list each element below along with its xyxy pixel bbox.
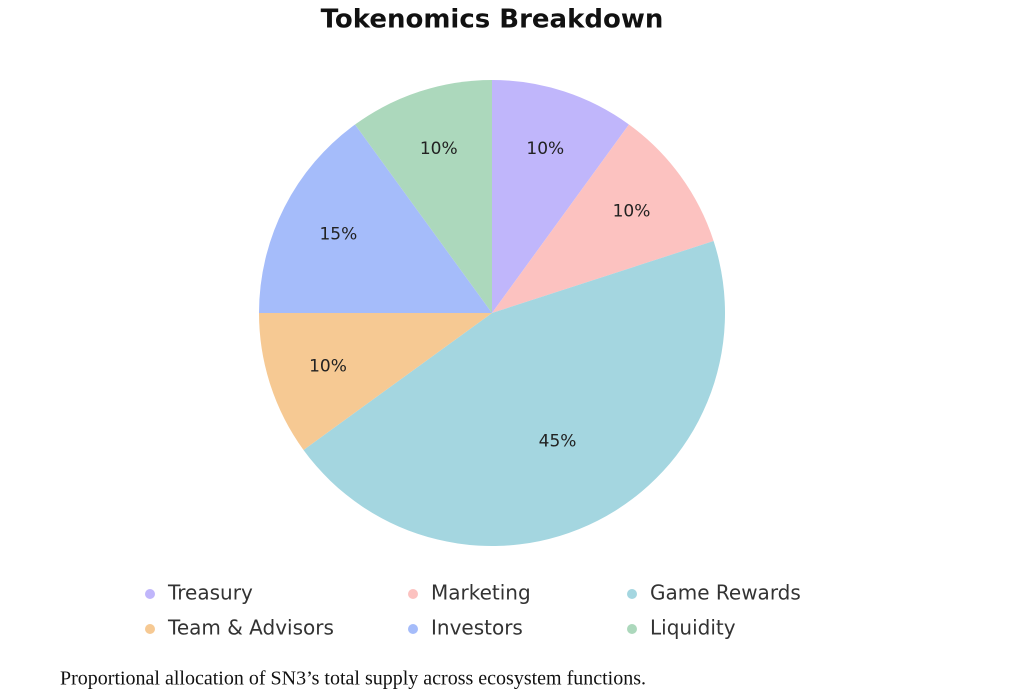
data-label: 10% (613, 202, 651, 222)
pie-slice (259, 313, 492, 450)
legend-label: Treasury (167, 581, 253, 605)
data-label: 45% (539, 432, 577, 452)
legend-marker (408, 624, 418, 634)
legend-label: Team & Advisors (167, 616, 334, 640)
pie-slice (492, 80, 629, 313)
data-label: 10% (309, 356, 347, 376)
chart-title: Tokenomics Breakdown (321, 5, 664, 35)
legend-marker (627, 624, 637, 634)
legend-marker (145, 624, 155, 634)
legend-label: Marketing (431, 581, 531, 605)
pie-slice (492, 124, 714, 313)
legend-marker (408, 589, 418, 599)
pie-slice (355, 80, 492, 313)
data-label: 15% (319, 225, 357, 245)
data-label: 10% (526, 139, 564, 159)
data-label: 10% (420, 139, 458, 159)
caption: Proportional allocation of SN3’s total s… (60, 668, 646, 690)
legend-label: Liquidity (650, 616, 736, 640)
pie-slice (303, 240, 725, 546)
legend-label: Investors (431, 616, 523, 640)
legend-label: Game Rewards (650, 581, 801, 605)
legend-marker (145, 589, 155, 599)
pie-slice (259, 124, 492, 313)
legend-marker (627, 589, 637, 599)
